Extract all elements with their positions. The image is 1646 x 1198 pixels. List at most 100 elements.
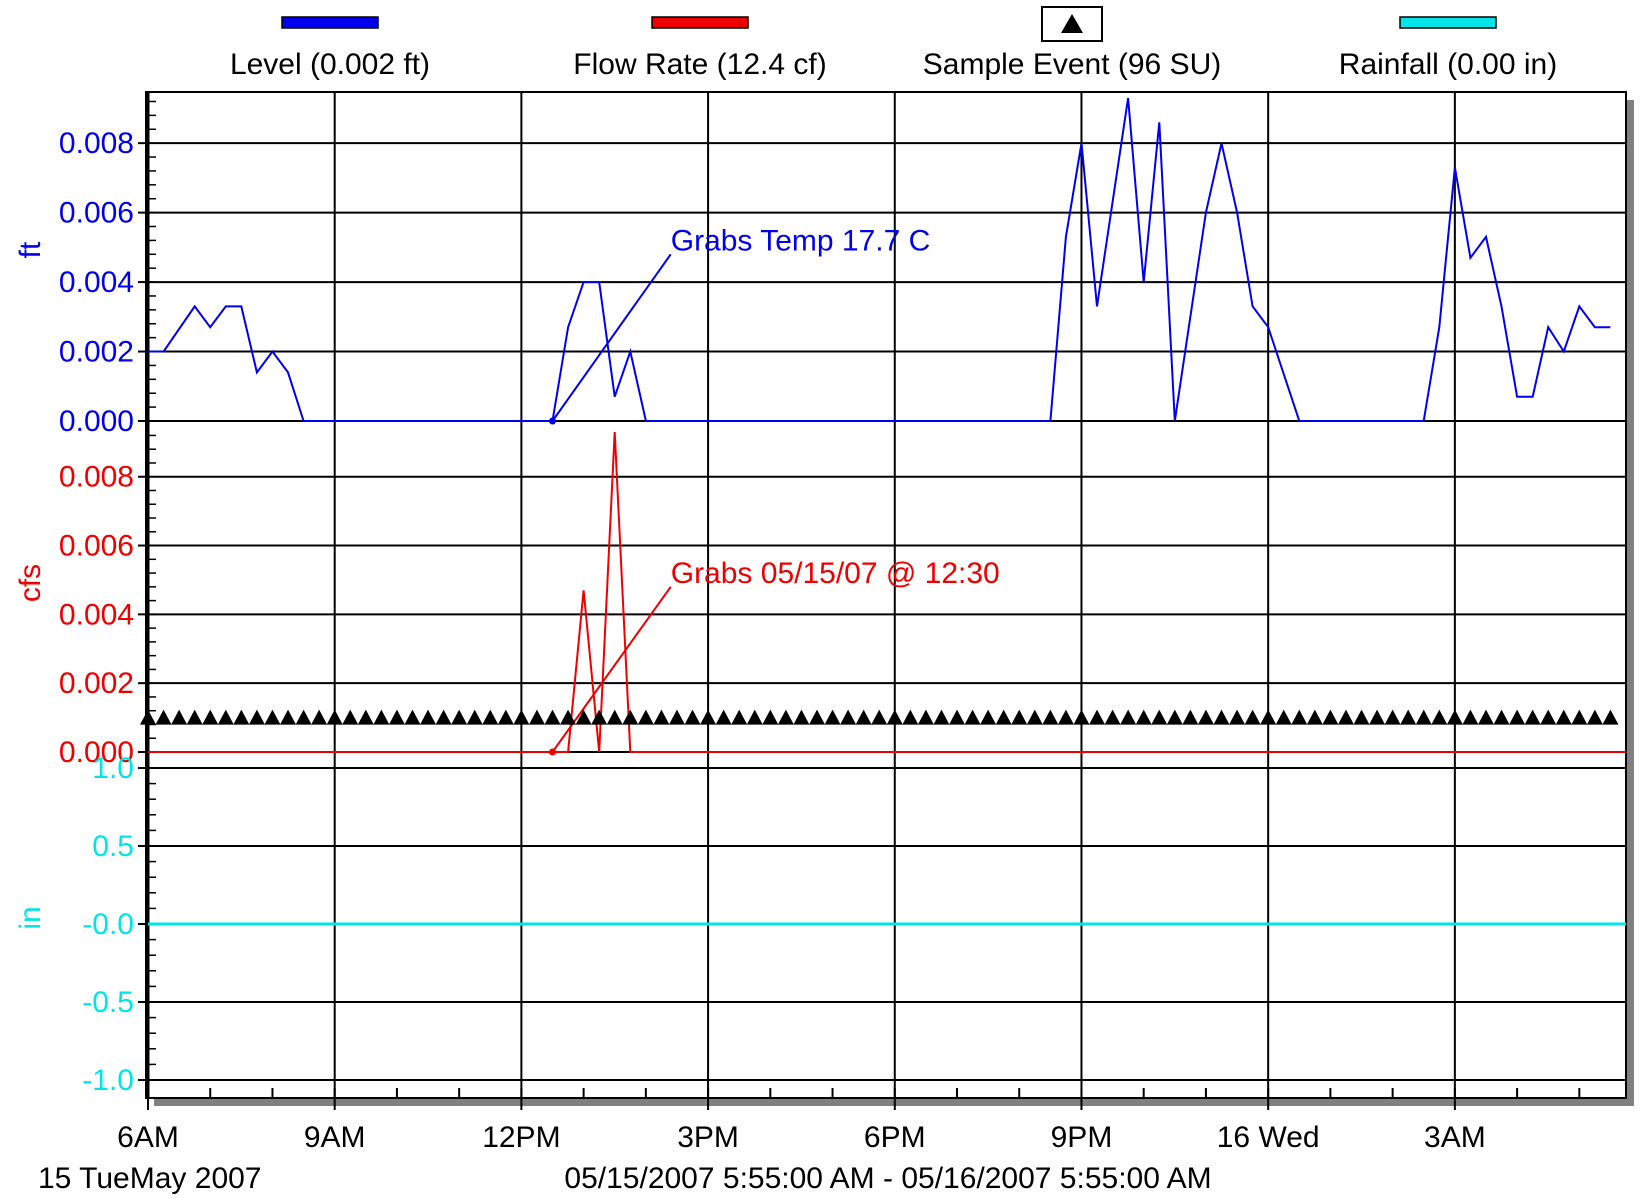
sample-event-marker	[1026, 709, 1043, 725]
sample-event-marker	[917, 709, 934, 725]
x-tick-label: 6AM	[117, 1121, 179, 1154]
sample-event-marker	[1104, 709, 1121, 725]
legend-item: Rainfall (0.00 in)	[1339, 16, 1557, 81]
sample-event-marker	[668, 709, 685, 725]
legend-label: Level (0.002 ft)	[230, 48, 430, 81]
flow-tick-label: 0.004	[59, 598, 134, 631]
sample-event-marker	[1151, 709, 1168, 725]
level-annotation-leader	[551, 253, 672, 422]
sample-event-marker	[1135, 709, 1152, 725]
x-tick-label: 6PM	[864, 1121, 926, 1154]
sample-event-marker	[1011, 709, 1028, 725]
flow-tick-label: 0.000	[59, 736, 134, 769]
sample-event-marker	[840, 709, 857, 725]
sample-event-marker	[1120, 709, 1137, 725]
rain-tick-label: -0.5	[82, 986, 134, 1019]
sample-event-marker	[1244, 709, 1261, 725]
sample-event-marker	[855, 709, 872, 725]
rain-tick-label: -0.0	[82, 908, 134, 941]
sample-event-marker	[420, 709, 437, 725]
flow-tick-label: 0.006	[59, 530, 134, 563]
sample-event-marker	[606, 709, 623, 725]
level-tick-label: 0.006	[59, 197, 134, 230]
sample-event-marker	[1337, 709, 1354, 725]
sample-event-marker	[902, 709, 919, 725]
sample-event-marker	[575, 709, 592, 725]
sample-event-marker	[217, 709, 234, 725]
sample-event-marker	[746, 709, 763, 725]
sample-event-marker	[700, 709, 717, 725]
panel-rain: -1.0 -0.5 -0.0 0.5 1.0 in	[14, 752, 1626, 1097]
sample-event-marker	[202, 709, 219, 725]
sample-event-marker	[1446, 709, 1463, 725]
sample-event-marker	[1089, 709, 1106, 725]
sample-event-marker	[1400, 709, 1417, 725]
sample-event-marker	[731, 709, 748, 725]
level-axis-label: ft	[14, 241, 47, 258]
sample-event-marker	[964, 709, 981, 725]
sample-event-marker	[1431, 709, 1448, 725]
sample-event-marker	[140, 709, 156, 725]
sample-event-marker	[886, 709, 903, 725]
sample-event-marker	[653, 709, 670, 725]
flow-annotation-text: Grabs 05/15/07 @ 12:30	[671, 557, 1000, 590]
sample-event-marker	[404, 709, 421, 725]
x-tick-label: 9AM	[304, 1121, 366, 1154]
sample-event-marker	[1602, 709, 1619, 725]
sample-event-marker	[388, 709, 405, 725]
sample-event-marker	[995, 709, 1012, 725]
sample-event-marker	[1057, 709, 1074, 725]
sample-event-marker	[591, 709, 608, 725]
level-tick-label: 0.008	[59, 127, 134, 160]
sample-event-marker	[1586, 709, 1603, 725]
legend-swatch	[1399, 16, 1497, 29]
rain-axis-label: in	[14, 906, 47, 929]
sample-event-marker	[777, 709, 794, 725]
sample-event-marker	[637, 709, 654, 725]
legend-label: Rainfall (0.00 in)	[1339, 48, 1557, 81]
sample-event-marker	[1213, 709, 1230, 725]
sample-event-marker	[280, 709, 297, 725]
legend: Level (0.002 ft) Flow Rate (12.4 cf) Sampl…	[230, 6, 1557, 81]
sample-event-marker	[528, 709, 545, 725]
sample-event-marker	[373, 709, 390, 725]
panel-flow: 0.000 0.002 0.004 0.006 0.008 cfs Grabs 05/15/…	[14, 431, 1626, 769]
sample-event-marker	[1353, 709, 1370, 725]
level-tick-label: 0.002	[59, 336, 134, 369]
panels: 0.000 0.002 0.004 0.006 0.008 ft Grabs Temp 17…	[14, 97, 1626, 1097]
sample-event-marker	[1415, 709, 1432, 725]
legend-swatch	[281, 16, 379, 29]
flow-tick-label: 0.008	[59, 461, 134, 494]
rain-tick-label: -1.0	[82, 1064, 134, 1097]
sample-event-marker	[1073, 709, 1090, 725]
sample-event-marker	[622, 709, 639, 725]
level-annotation-anchor	[549, 417, 557, 425]
sample-event-marker	[171, 709, 188, 725]
sample-event-marker	[793, 709, 810, 725]
legend-swatch-triangle	[1061, 14, 1083, 33]
sample-event-marker	[808, 709, 825, 725]
flow-axis-label: cfs	[14, 564, 47, 602]
sample-event-marker	[1384, 709, 1401, 725]
sample-event-marker	[1229, 709, 1246, 725]
flow-tick-label: 0.002	[59, 667, 134, 700]
x-tick-label: 12PM	[482, 1121, 560, 1154]
sample-event-marker	[435, 709, 452, 725]
sample-event-marker	[1197, 709, 1214, 725]
sample-event-marker	[1555, 709, 1572, 725]
legend-item: Level (0.002 ft)	[230, 16, 430, 81]
sample-event-marker	[871, 709, 888, 725]
sample-event-marker	[1322, 709, 1339, 725]
legend-label: Flow Rate (12.4 cf)	[573, 48, 826, 81]
sample-event-marker	[248, 709, 265, 725]
x-tick-label: 9PM	[1051, 1121, 1113, 1154]
sample-event-marker	[1260, 709, 1277, 725]
sample-event-marker	[1166, 709, 1183, 725]
sample-event-marker	[186, 709, 203, 725]
level-tick-label: 0.004	[59, 266, 134, 299]
sample-event-marker	[233, 709, 250, 725]
sample-event-marker	[513, 709, 530, 725]
sample-event-marker	[980, 709, 997, 725]
legend-label: Sample Event (96 SU)	[923, 48, 1221, 81]
sample-event-marker	[155, 709, 172, 725]
